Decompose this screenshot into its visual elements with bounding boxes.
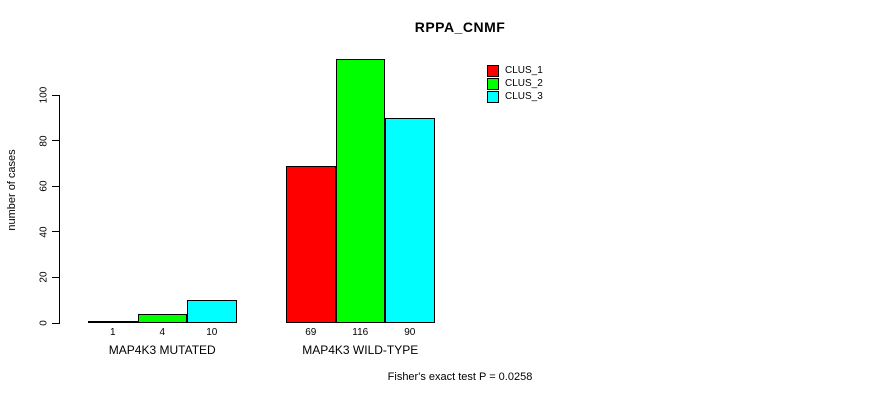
y-axis-tick-label: 40 [38, 226, 50, 238]
y-axis-line [59, 95, 60, 323]
y-axis-tick-label: 60 [38, 180, 50, 192]
y-axis-tick-label: 80 [38, 135, 50, 147]
fisher-test-annotation: Fisher's exact test P = 0.0258 [387, 371, 533, 383]
y-axis-tick [52, 231, 60, 233]
legend-label: CLUS_3 [505, 91, 543, 102]
bar-clus_2-group2 [335, 58, 385, 323]
legend-swatch-clus_2 [487, 77, 499, 90]
y-axis-tick-label: 20 [38, 271, 50, 283]
legend-item-clus_1: CLUS_1 [487, 64, 543, 77]
legend: CLUS_1 CLUS_2 CLUS_3 [487, 64, 543, 103]
bar-value-label: 116 [352, 327, 369, 338]
y-axis-label: number of cases [6, 149, 18, 231]
bar-clus_3-group2 [385, 117, 435, 323]
bar-value-label: 69 [305, 327, 317, 338]
legend-item-clus_2: CLUS_2 [487, 77, 543, 90]
y-axis-tick-label: 0 [38, 320, 50, 326]
y-axis-tick [52, 185, 60, 187]
legend-label: CLUS_2 [505, 78, 543, 89]
bar-clus_3-group1 [187, 300, 237, 323]
chart-title: RPPA_CNMF [414, 19, 506, 35]
y-axis-tick [52, 322, 60, 324]
bar-value-label: 10 [206, 327, 218, 338]
bar-clus_1-group1 [88, 320, 138, 323]
y-axis-tick-label: 100 [38, 86, 50, 104]
y-axis-tick [52, 140, 60, 142]
legend-swatch-clus_1 [487, 64, 499, 77]
group-label-1: MAP4K3 MUTATED [108, 343, 216, 357]
y-axis-tick [52, 94, 60, 96]
legend-swatch-clus_3 [487, 90, 499, 103]
legend-item-clus_3: CLUS_3 [487, 90, 543, 103]
bar-clus_2-group1 [137, 313, 187, 323]
group-label-2: MAP4K3 WILD-TYPE [302, 343, 419, 357]
legend-label: CLUS_1 [505, 65, 543, 76]
bar-clus_1-group2 [286, 165, 336, 323]
bar-value-label: 90 [404, 327, 416, 338]
y-axis-tick [52, 276, 60, 278]
bar-value-label: 1 [109, 327, 116, 338]
bar-value-label: 4 [159, 327, 166, 338]
